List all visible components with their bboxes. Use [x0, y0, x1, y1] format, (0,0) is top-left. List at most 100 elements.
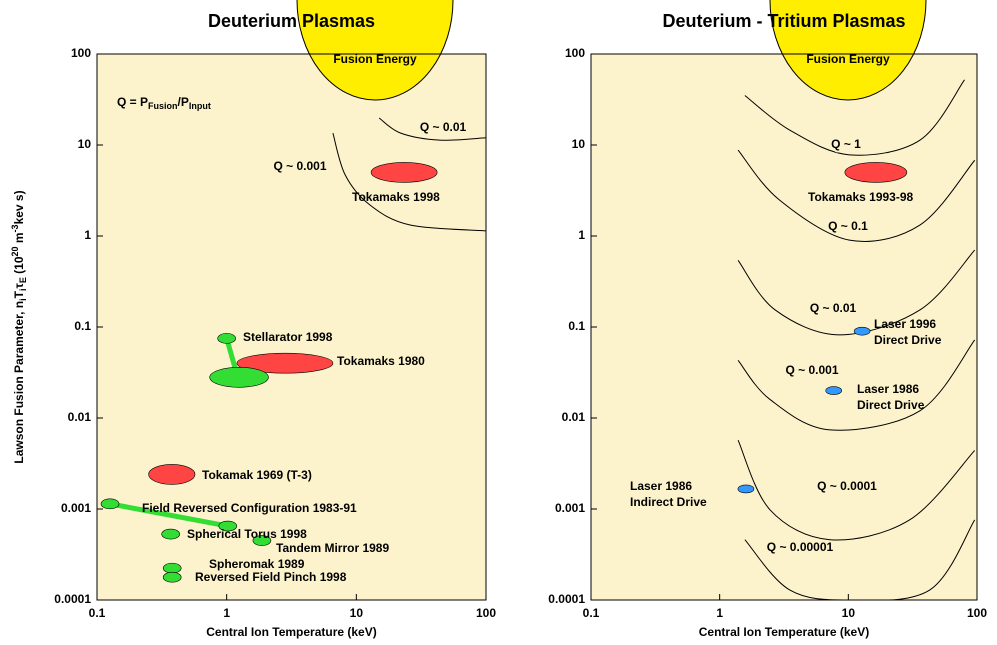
y-tick-label: 1	[84, 228, 91, 242]
curve-label: Q ~ 1	[831, 137, 861, 151]
region-label: Reversed Field Pinch 1998	[195, 570, 347, 584]
curve-label: Q ~ 0.01	[810, 301, 857, 315]
x-tick-label: 0.1	[583, 606, 600, 620]
text-part: -3	[10, 224, 20, 232]
region-label: Laser 1986	[857, 382, 919, 396]
y-tick-label: 0.1	[568, 319, 585, 333]
x-tick-label: 0.1	[89, 606, 106, 620]
region	[236, 352, 334, 374]
fusion-region	[769, 0, 927, 101]
y-tick-label: 100	[71, 46, 91, 60]
region	[252, 535, 272, 546]
y-tick-label: 0.0001	[54, 592, 91, 606]
q-curve	[737, 440, 976, 541]
text-part: T	[12, 290, 26, 298]
plot-clip	[737, 79, 976, 600]
region-label: Tokamaks 1980	[337, 354, 425, 368]
region-label: Tandem Mirror 1989	[276, 541, 389, 555]
region	[370, 162, 438, 183]
region-label: Tokamaks 1993-98	[808, 190, 914, 204]
y-tick-label: 10	[572, 137, 586, 151]
region	[209, 367, 269, 388]
text-part: i	[18, 298, 28, 301]
rich-text: Q = PFusion/PInput	[117, 95, 211, 111]
region-label: Direct Drive	[874, 333, 942, 347]
curve-label: Q ~ 0.001	[273, 159, 326, 173]
region-label: Indirect Drive	[630, 495, 707, 509]
y-tick-label: 1	[578, 228, 585, 242]
region-label: Stellarator 1998	[243, 330, 333, 344]
region-label: Fusion Energy	[333, 52, 417, 66]
q-curve	[737, 149, 976, 242]
region	[853, 326, 871, 336]
text-part: m	[12, 232, 26, 246]
y-tick-label: 0.001	[61, 501, 91, 515]
x-tick-label: 1	[223, 606, 230, 620]
curve-label: Q ~ 0.01	[420, 120, 467, 134]
text-part: i	[18, 289, 28, 292]
text-part: Fusion	[148, 101, 178, 111]
track-label: Field Reversed Configuration 1983-91	[142, 501, 357, 515]
region-label: Spherical Torus 1998	[187, 527, 307, 541]
region-label: Tokamaks 1998	[352, 190, 440, 204]
region-label: Laser 1996	[874, 317, 936, 331]
text-part: Input	[189, 101, 211, 111]
text-part: τ	[12, 283, 26, 289]
text-part: E	[18, 277, 28, 283]
q-curve	[744, 519, 976, 600]
region	[161, 528, 180, 540]
region	[825, 386, 843, 395]
text-part: (10	[12, 256, 26, 277]
chart-title: Deuterium Plasmas	[208, 11, 375, 31]
curve-label: Q ~ 0.00001	[767, 540, 834, 554]
y-tick-label: 0.01	[562, 410, 586, 424]
region-label: Laser 1986	[630, 479, 692, 493]
y-tick-label: 0.0001	[548, 592, 585, 606]
track-end	[100, 498, 120, 510]
region	[217, 333, 236, 344]
curve-label: Q ~ 0.001	[785, 363, 838, 377]
x-tick-label: 10	[350, 606, 364, 620]
region	[737, 484, 755, 494]
rich-text: Lawson Fusion Parameter, niTiτE (1020 m-…	[10, 190, 28, 463]
x-axis-label: Central Ion Temperature (keV)	[699, 625, 869, 639]
x-tick-label: 100	[476, 606, 496, 620]
plot-background	[97, 54, 486, 600]
curve-label: Q ~ 0.1	[828, 219, 868, 233]
region-label: Tokamak 1969 (T-3)	[202, 468, 312, 482]
track	[109, 501, 229, 529]
region-label: Fusion Energy	[806, 52, 890, 66]
text-part: 20	[10, 246, 20, 256]
x-tick-label: 100	[967, 606, 987, 620]
y-tick-label: 10	[78, 137, 92, 151]
y-tick-label: 0.001	[555, 501, 585, 515]
region	[162, 562, 182, 574]
track-end	[218, 520, 238, 532]
q-curve	[378, 117, 486, 141]
x-tick-label: 10	[842, 606, 856, 620]
region	[162, 571, 182, 583]
q-curve	[737, 339, 976, 431]
fusion-region	[296, 0, 454, 101]
y-tick-label: 0.1	[74, 319, 91, 333]
y-tick-label: 0.01	[68, 410, 92, 424]
text-part: /P	[178, 95, 189, 109]
q-curve	[332, 132, 486, 232]
region	[844, 162, 908, 183]
region-label: Spheromak 1989	[209, 557, 305, 571]
text-part: Lawson Fusion Parameter, n	[12, 301, 26, 464]
text-part: kev s)	[12, 190, 26, 224]
x-axis-label: Central Ion Temperature (keV)	[206, 625, 376, 639]
y-tick-label: 100	[565, 46, 585, 60]
x-tick-label: 1	[716, 606, 723, 620]
plot-background	[591, 54, 977, 600]
q-curve	[737, 249, 976, 336]
region-label: Direct Drive	[857, 398, 925, 412]
region	[148, 464, 196, 485]
text-part: Q = P	[117, 95, 148, 109]
curve-label: Q ~ 0.0001	[817, 479, 877, 493]
q-curve	[744, 79, 965, 156]
chart-title: Deuterium - Tritium Plasmas	[662, 11, 905, 31]
plot-clip	[100, 117, 486, 583]
